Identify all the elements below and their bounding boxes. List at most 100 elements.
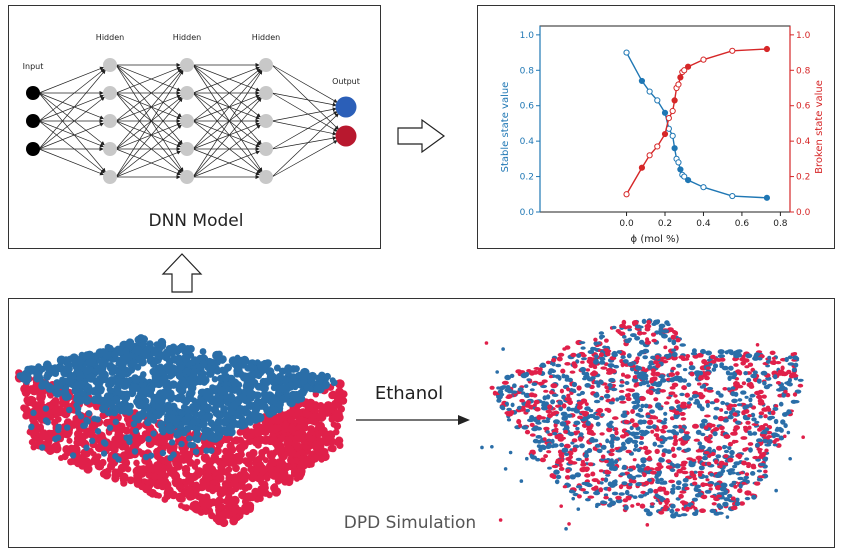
dnn-connection	[115, 70, 184, 178]
blue-bead	[167, 454, 174, 462]
blue-bead	[85, 410, 93, 417]
blue-bead	[39, 444, 46, 451]
red-bead	[584, 467, 590, 473]
blue-bead	[626, 353, 632, 359]
blue-bead	[784, 356, 789, 363]
blue-bead	[535, 457, 541, 462]
dnn-connection	[38, 148, 105, 176]
red-bead	[50, 442, 60, 452]
blue-bead	[227, 408, 236, 416]
blue-bead	[99, 348, 107, 356]
blue-bead	[639, 432, 647, 437]
blue-bead	[106, 400, 114, 408]
blue-bead	[591, 347, 598, 351]
blue-bead	[768, 415, 776, 420]
blue-bead	[730, 386, 736, 390]
left-y-tick-label: 0.6	[520, 102, 535, 112]
blue-bead	[635, 474, 643, 478]
blue-bead	[83, 417, 90, 424]
blue-bead	[273, 364, 281, 372]
red-bead	[620, 380, 625, 384]
red-bead	[723, 434, 731, 439]
dnn-connection	[115, 124, 182, 178]
blue-bead	[594, 443, 601, 448]
blue-bead	[20, 375, 29, 383]
red-bead	[324, 407, 332, 416]
red-bead	[570, 461, 578, 465]
dnn-connection	[192, 120, 261, 174]
stable-state-point	[675, 159, 682, 166]
blue-bead	[751, 494, 757, 500]
red-bead	[678, 493, 684, 499]
blue-bead	[203, 413, 212, 422]
red-bead	[663, 345, 668, 350]
blue-bead	[249, 411, 258, 420]
blue-bead	[666, 323, 671, 327]
blue-bead	[178, 440, 185, 448]
left-y-tick-label: 0.2	[520, 173, 534, 183]
red-bead	[94, 442, 105, 453]
blue-bead	[732, 371, 737, 378]
red-bead	[623, 419, 630, 425]
red-bead	[543, 454, 548, 459]
dnn-connection	[192, 120, 261, 148]
blue-bead	[676, 363, 682, 368]
stable-state-point	[700, 184, 707, 191]
plot-frame	[539, 25, 791, 213]
red-bead	[235, 443, 246, 454]
red-bead	[792, 392, 798, 397]
blue-bead	[330, 379, 338, 387]
blue-bead	[191, 402, 201, 413]
blue-bead	[671, 484, 676, 488]
dnn-connection	[192, 69, 262, 150]
red-bead	[335, 436, 344, 445]
blue-bead	[156, 351, 166, 361]
red-bead	[708, 487, 713, 491]
red-bead	[646, 319, 652, 325]
red-bead	[509, 410, 515, 415]
blue-bead	[774, 428, 780, 432]
red-bead	[299, 417, 310, 427]
red-bead	[584, 457, 589, 462]
red-bead	[560, 368, 566, 374]
blue-bead	[715, 454, 722, 459]
blue-bead	[662, 437, 668, 442]
red-bead	[553, 422, 558, 428]
red-bead	[618, 484, 624, 490]
blue-bead	[634, 336, 641, 341]
red-bead	[615, 329, 621, 333]
red-bead	[668, 479, 675, 484]
blue-bead	[249, 378, 256, 385]
blue-bead	[246, 386, 254, 395]
red-bead	[269, 470, 279, 480]
red-bead	[690, 472, 695, 477]
red-bead	[770, 410, 776, 416]
blue-bead	[571, 496, 576, 501]
blue-bead	[228, 356, 239, 366]
blue-bead	[547, 370, 552, 375]
red-bead	[568, 455, 573, 459]
blue-bead	[564, 378, 570, 382]
blue-bead	[668, 406, 675, 410]
blue-bead	[111, 408, 119, 416]
blue-bead	[730, 407, 736, 412]
red-bead	[600, 366, 608, 370]
blue-bead	[270, 384, 278, 392]
blue-bead	[637, 464, 643, 469]
red-bead	[587, 495, 595, 499]
dnn-connection	[38, 122, 105, 150]
blue-bead	[157, 420, 166, 429]
blue-bead	[584, 383, 591, 388]
blue-bead	[274, 378, 281, 385]
blue-bead	[695, 429, 702, 435]
red-bead	[126, 476, 135, 485]
dnn-connection	[192, 92, 262, 173]
red-bead	[279, 434, 286, 442]
dnn-connection	[115, 64, 183, 145]
red-bead	[699, 394, 706, 399]
red-bead	[54, 416, 62, 423]
red-bead	[304, 402, 314, 412]
red-bead	[631, 320, 639, 326]
blue-bead	[652, 441, 658, 447]
red-bead	[289, 407, 296, 414]
